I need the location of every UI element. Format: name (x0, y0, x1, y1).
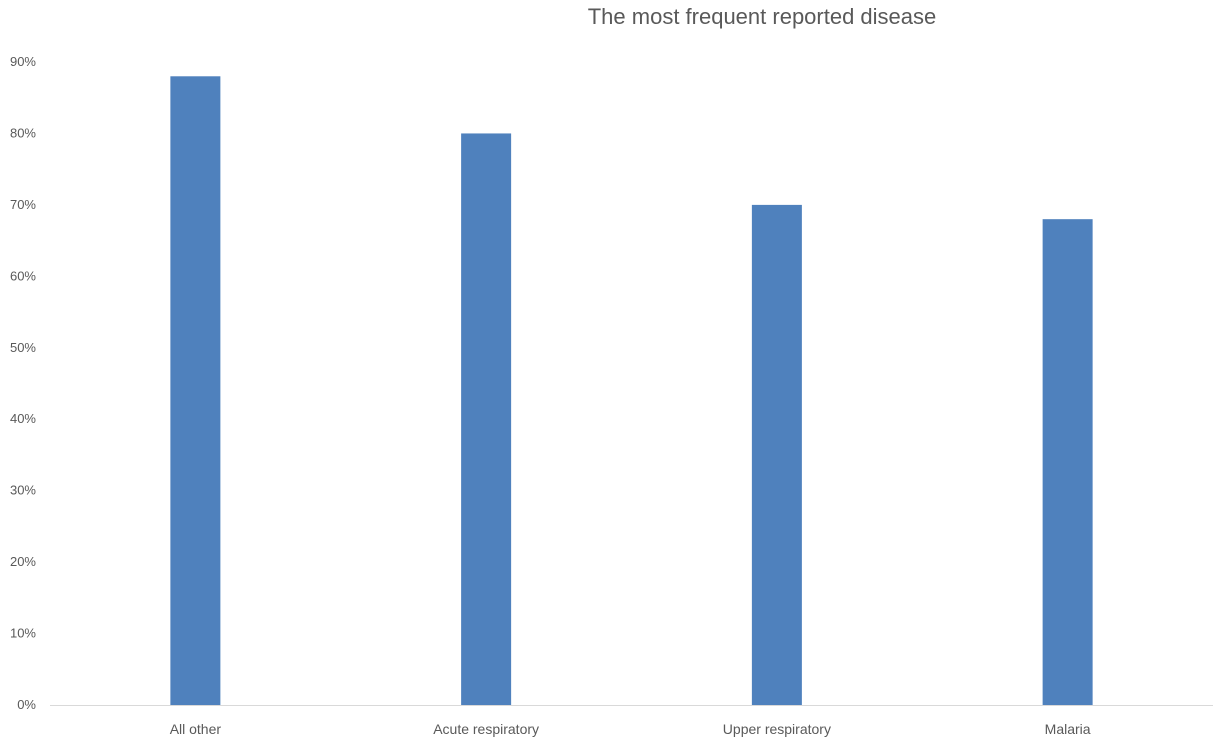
y-tick-label: 10% (10, 626, 36, 641)
bar (170, 76, 221, 706)
y-tick-label: 50% (10, 340, 36, 355)
y-tick-label: 0% (17, 697, 36, 712)
bar (1042, 219, 1093, 705)
y-tick-label: 60% (10, 268, 36, 283)
x-category-label: Upper respiratory (723, 721, 831, 737)
y-tick-label: 40% (10, 411, 36, 426)
y-tick-label: 90% (10, 54, 36, 69)
y-tick-label: 70% (10, 197, 36, 212)
y-tick-label: 80% (10, 125, 36, 140)
x-category-label: Acute respiratory (433, 721, 539, 737)
y-tick-label: 20% (10, 554, 36, 569)
bar (461, 133, 512, 705)
chart-title: The most frequent reported disease (588, 4, 937, 29)
bar (751, 204, 802, 705)
bars-group (170, 76, 1093, 706)
x-category-label: Malaria (1045, 721, 1091, 737)
y-tick-label: 30% (10, 483, 36, 498)
y-axis-ticks: 0% 10% 20% 30% 40% 50% 60% 70% 80% 90% (10, 54, 36, 712)
x-category-label: All other (170, 721, 222, 737)
x-axis-labels: All other Acute respiratory Upper respirat… (170, 721, 1091, 737)
